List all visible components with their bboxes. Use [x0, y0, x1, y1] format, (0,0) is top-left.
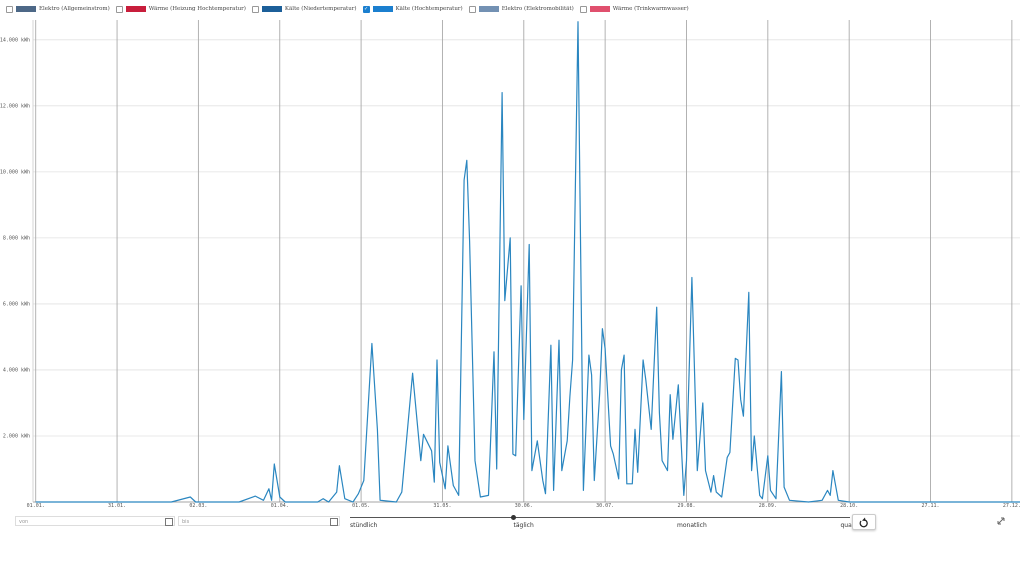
x-tick-label: 31.05. — [433, 503, 451, 509]
legend-item: Wärme (Heizung Hochtemperatur) — [115, 5, 246, 13]
x-tick-label: 30.06. — [515, 503, 533, 509]
checkbox[interactable] — [115, 5, 123, 13]
y-tick-label: 6.000 kWh — [3, 301, 30, 307]
calendar-icon[interactable] — [330, 518, 338, 526]
x-tick-label: 02.03. — [189, 503, 207, 509]
legend-label: Elektro (Elektromobilität) — [501, 6, 574, 12]
chart: 2.000 kWh 4.000 kWh 6.000 kWh 8.000 kWh 10.0… — [0, 20, 1021, 509]
y-tick-label: 2.000 kWh — [3, 433, 30, 439]
checkbox[interactable] — [251, 5, 259, 13]
legend-swatch — [589, 6, 610, 12]
placeholder: bis — [182, 519, 190, 525]
legend-item: Elektro (Elektromobilität) — [468, 5, 574, 13]
legend-item: Elektro (Allgemeinstrom) — [6, 5, 110, 13]
reset-button[interactable] — [852, 514, 876, 530]
legend-item: Kälte (Niedertemperatur) — [251, 5, 357, 13]
legend-item: Wärme (Trinkwarmwasser) — [579, 5, 689, 13]
resolution-slider[interactable] — [350, 515, 850, 520]
date-from[interactable]: von — [15, 516, 175, 526]
y-tick-label: 10.000 kWh — [0, 169, 30, 175]
y-tick-label: 8.000 kWh — [3, 235, 30, 241]
resolution-option[interactable]: monatlich — [677, 522, 707, 529]
slider-knob[interactable] — [511, 515, 516, 520]
legend-item: ✓ Kälte (Hochtemperatur) — [362, 5, 463, 13]
y-tick-label: 14.000 kWh — [0, 37, 30, 43]
x-tick-label: 27.11. — [921, 503, 939, 509]
legend: Elektro (Allgemeinstrom) Wärme (Heizung H… — [6, 4, 689, 14]
resolution-option[interactable]: stündlich — [350, 522, 378, 529]
checkbox[interactable] — [6, 5, 13, 13]
resolution-option[interactable]: täglich — [513, 522, 534, 529]
legend-label: Elektro (Allgemeinstrom) — [39, 6, 110, 12]
legend-label: Kälte (Hochtemperatur) — [395, 6, 463, 12]
y-tick-label: 12.000 kWh — [0, 103, 30, 109]
reset-icon — [859, 517, 868, 528]
resize-icon[interactable] — [996, 516, 1006, 526]
x-tick-label: 01.05. — [352, 503, 370, 509]
legend-label: Wärme (Trinkwarmwasser) — [612, 6, 689, 12]
legend-label: Kälte (Niedertemperatur) — [284, 6, 357, 12]
legend-swatch — [372, 6, 393, 12]
x-tick-label: 28.09. — [759, 503, 777, 509]
calendar-icon[interactable] — [165, 518, 173, 526]
x-tick-label: 01.04. — [271, 503, 289, 509]
legend-swatch — [125, 6, 146, 12]
y-tick-label: 4.000 kWh — [3, 367, 30, 373]
resolution-option[interactable]: quar — [840, 522, 855, 529]
x-tick-label: 29.08. — [677, 503, 695, 509]
x-tick-label: 30.07. — [596, 503, 614, 509]
legend-swatch — [16, 6, 36, 12]
x-tick-label: 27.12. — [1003, 503, 1021, 509]
checkbox[interactable]: ✓ — [362, 5, 370, 13]
x-tick-label: 31.01. — [108, 503, 126, 509]
data-line — [35, 21, 1020, 503]
checkbox[interactable] — [579, 5, 587, 13]
legend-swatch — [261, 6, 282, 12]
x-tick-label: 28.10. — [840, 503, 858, 509]
date-to[interactable]: bis — [178, 516, 340, 526]
checkbox[interactable] — [468, 5, 476, 13]
x-tick-label: 01.01. — [27, 503, 45, 509]
legend-swatch — [478, 6, 499, 12]
placeholder: von — [19, 519, 29, 525]
legend-label: Wärme (Heizung Hochtemperatur) — [148, 6, 246, 12]
